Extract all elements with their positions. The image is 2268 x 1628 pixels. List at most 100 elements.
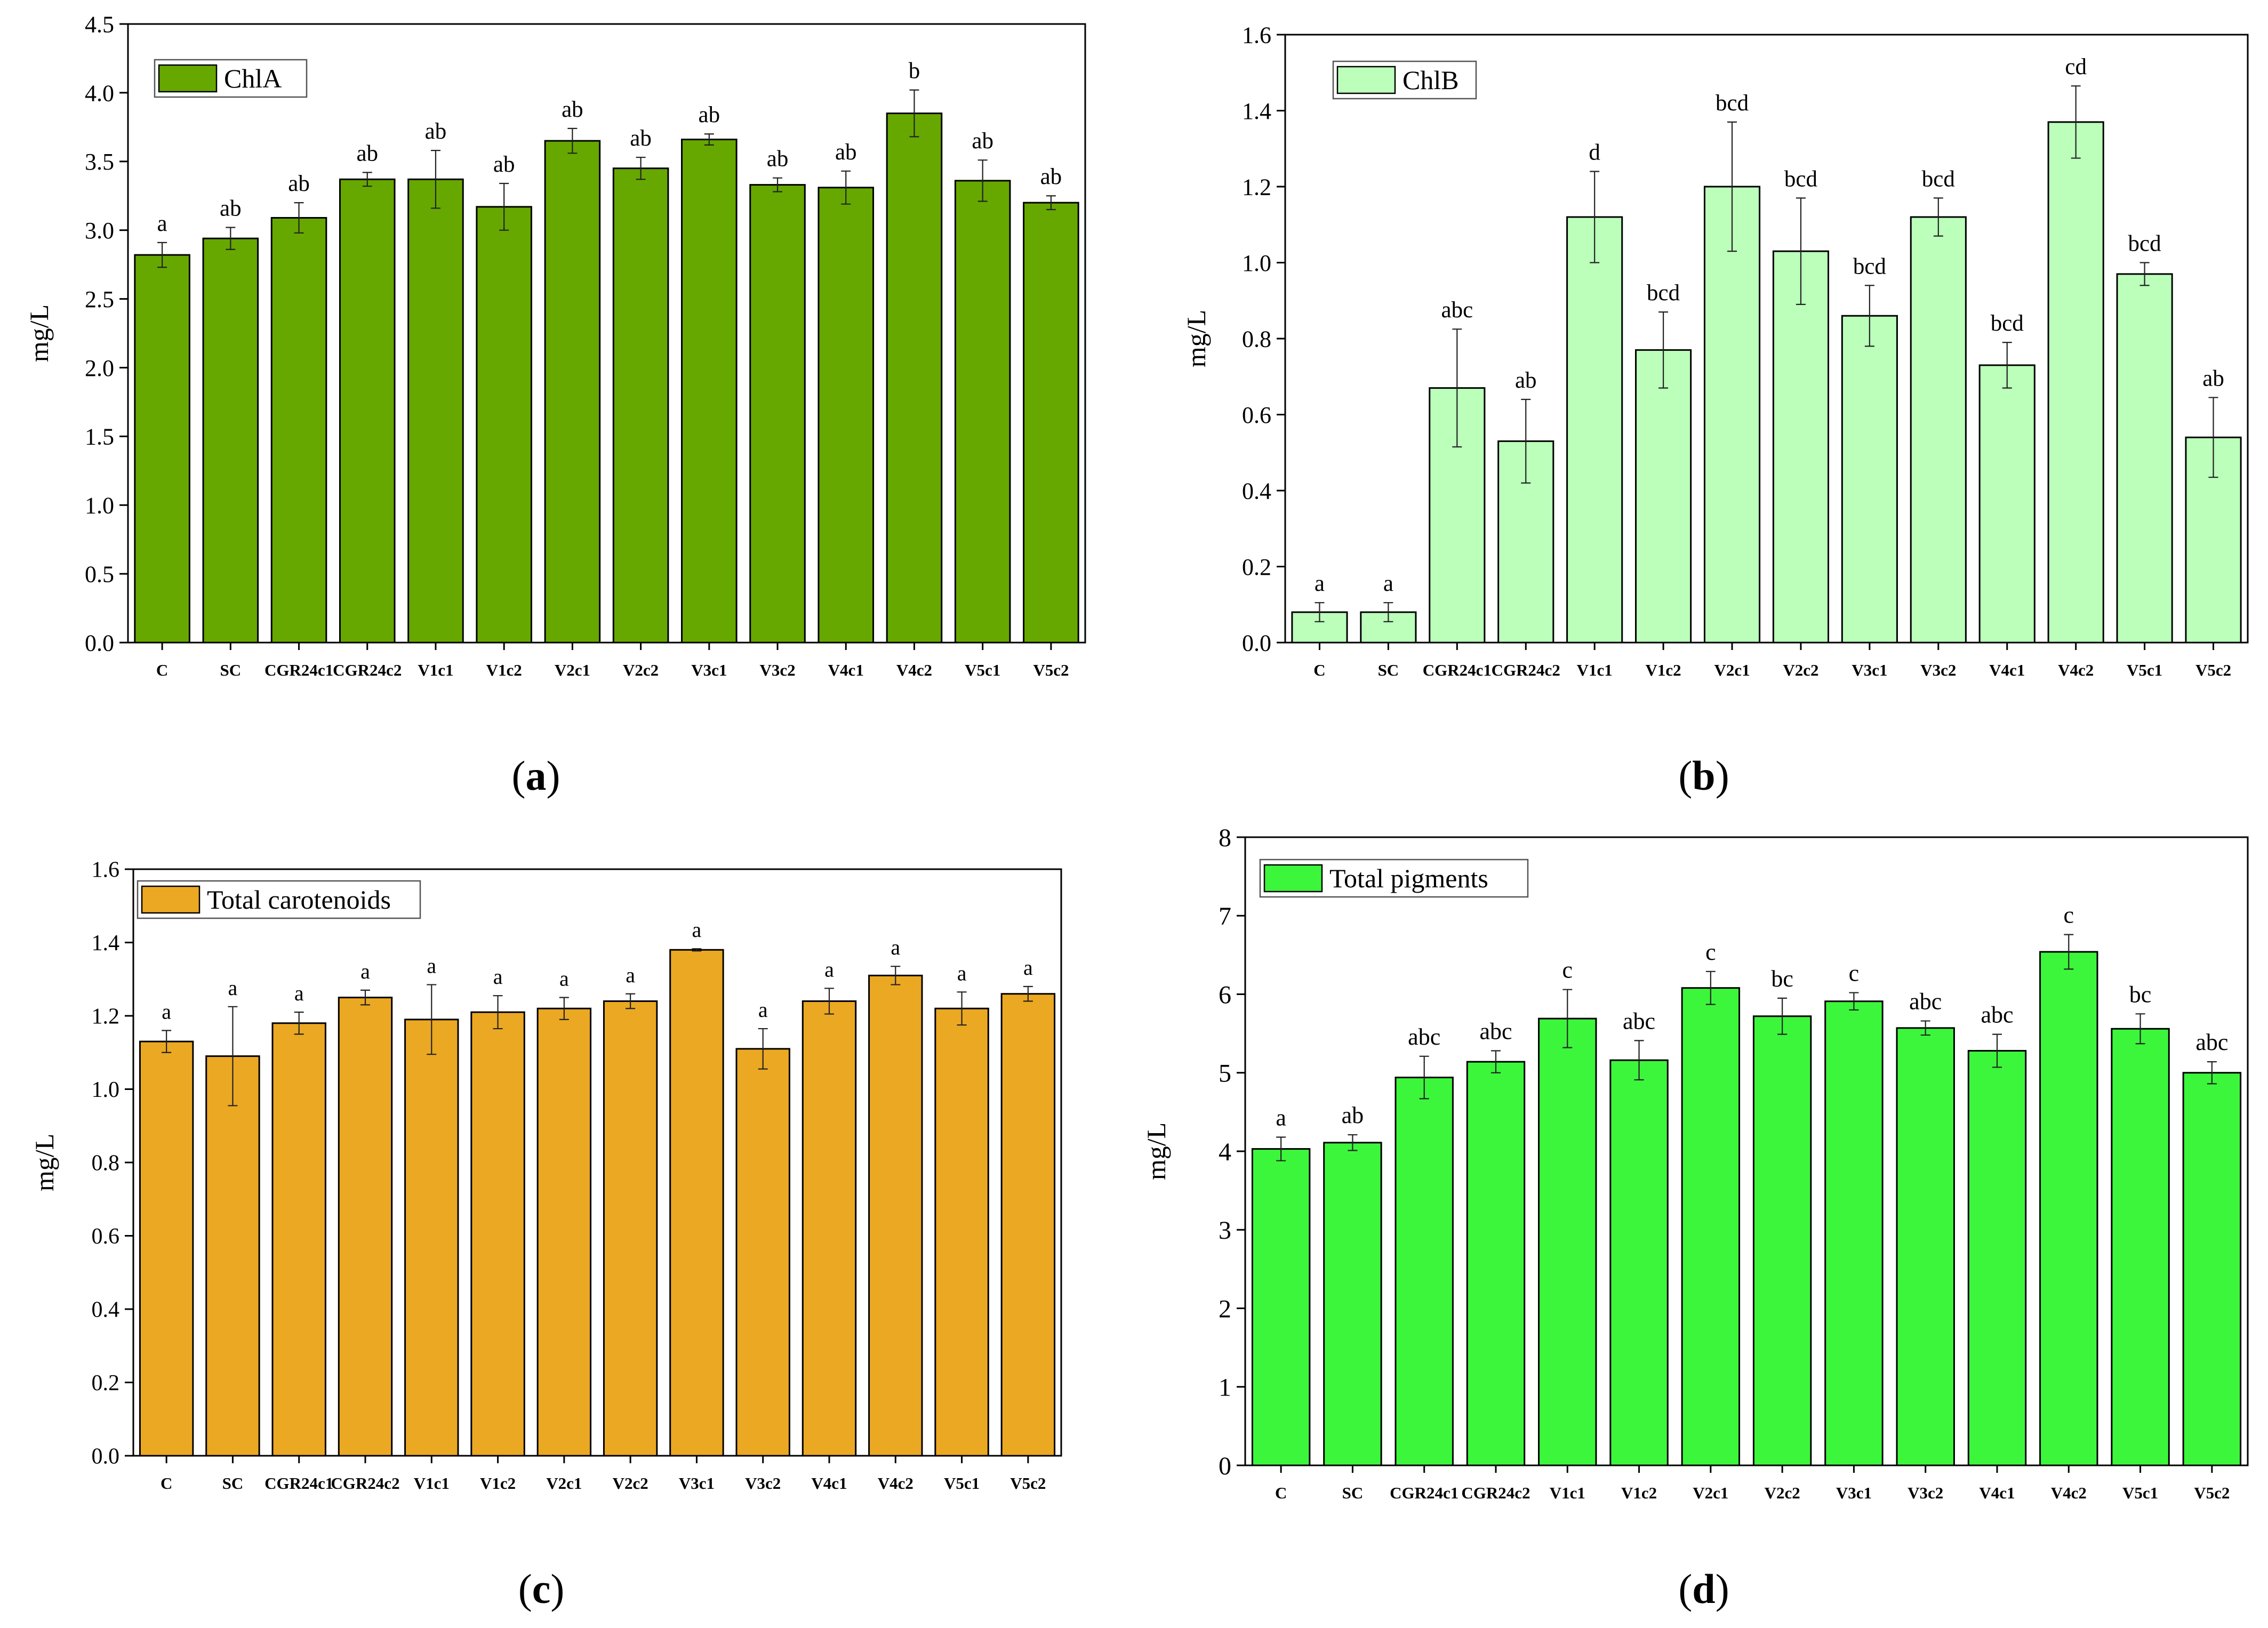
y-tick-label: 1.2 [1242, 174, 1271, 200]
chart-panel-b: 0.0 0.2 0.4 0.6 0.8 1.0 1.2 1.4 1.6 mg/L a Ca SC abc C… [1181, 22, 2249, 679]
y-tick-label: 1 [1219, 1374, 1231, 1402]
bar [886, 113, 943, 644]
y-tick-label: 0.6 [1242, 402, 1271, 428]
bar [1538, 1017, 1597, 1466]
category-label: CGR24c2 [1492, 661, 1560, 679]
significance-letter: a [1315, 571, 1325, 596]
category-label: V5c2 [1033, 661, 1069, 679]
bar [202, 237, 259, 644]
legend-label: ChlA [224, 63, 282, 93]
significance-letter: a [692, 918, 702, 942]
category-label: V4c1 [1979, 1483, 2015, 1502]
y-tick-label: 3.0 [85, 218, 114, 244]
category-label: V3c1 [679, 1474, 715, 1493]
caption-c: (c) [518, 1566, 565, 1612]
significance-letter: a [1276, 1104, 1286, 1130]
bar [271, 1022, 326, 1457]
y-tick-label: 0.2 [92, 1371, 120, 1396]
legend-swatch [1336, 66, 1396, 94]
y-tick-label: 0.4 [1242, 478, 1271, 504]
y-tick-label: 1.2 [92, 1005, 120, 1029]
y-tick-label: 4.0 [85, 80, 114, 106]
category-label: V2c2 [623, 661, 659, 679]
category-label: V5c1 [2122, 1483, 2158, 1502]
y-tick-label: 1.4 [92, 931, 120, 956]
y-tick-label: 1.6 [92, 858, 120, 883]
category-label: V3c2 [745, 1474, 781, 1493]
bar [1323, 1142, 1382, 1466]
significance-letter: abc [1981, 1002, 2013, 1028]
y-tick-label: 2.5 [85, 286, 114, 312]
significance-letter: bcd [1647, 280, 1680, 306]
significance-letter: a [360, 959, 370, 983]
significance-letter: ab [972, 129, 993, 154]
y-tick-label: 0.0 [1242, 630, 1271, 656]
bar [818, 187, 875, 644]
bar [1395, 1077, 1454, 1466]
y-tick-label: 8 [1219, 824, 1231, 852]
bar [802, 1000, 857, 1457]
bar [1251, 1148, 1311, 1466]
bar [1703, 186, 1761, 644]
significance-letter: abc [1909, 989, 1942, 1015]
y-tick-label: 1.4 [1242, 98, 1271, 124]
y-axis-label: mg/L [24, 304, 54, 362]
significance-letter: abc [2195, 1029, 2228, 1055]
y-tick-label: 0.5 [85, 562, 114, 588]
significance-letter: ab [1515, 368, 1537, 393]
y-tick-label: 0.8 [92, 1151, 120, 1176]
caption-a: (a) [511, 752, 560, 799]
significance-letter: bcd [1853, 254, 1886, 279]
y-tick-label: 4.5 [85, 11, 114, 37]
bar [1978, 364, 2035, 644]
significance-letter: c [1562, 957, 1573, 983]
category-label: V2c2 [613, 1474, 648, 1493]
legend-label: ChlB [1403, 65, 1459, 95]
category-label: V3c1 [691, 661, 727, 679]
category-label: CGR24c1 [265, 661, 333, 679]
significance-letter: c [1849, 960, 1860, 987]
y-axis-label: mg/L [29, 1134, 59, 1191]
significance-letter: bcd [1784, 166, 1817, 191]
significance-letter: a [1383, 571, 1393, 596]
bar [2116, 273, 2173, 644]
y-tick-label: 3 [1219, 1216, 1231, 1245]
legend-swatch [141, 885, 201, 914]
category-label: CGR24c2 [1461, 1483, 1530, 1502]
category-label: SC [1378, 661, 1399, 679]
category-label: C [156, 661, 168, 679]
bar [470, 1011, 525, 1457]
significance-letter: a [758, 998, 768, 1022]
bar [1896, 1027, 1955, 1466]
y-tick-label: 0.2 [1242, 554, 1271, 580]
y-tick-label: 0.0 [85, 630, 114, 656]
bar [954, 180, 1011, 644]
bar [536, 1007, 592, 1457]
category-label: V5c1 [944, 1474, 980, 1493]
category-label: V1c1 [414, 1474, 450, 1493]
significance-letter: ab [356, 141, 378, 166]
y-tick-label: 0.6 [92, 1224, 120, 1249]
significance-letter: a [294, 981, 304, 1005]
bar [407, 178, 464, 644]
significance-letter: abc [1623, 1008, 1655, 1034]
bar [1967, 1050, 2027, 1466]
significance-letter: a [162, 1000, 171, 1024]
bar [1466, 1061, 1526, 1466]
bar [1824, 1000, 1884, 1466]
bar [139, 1040, 194, 1457]
legend-swatch [1263, 864, 1323, 893]
category-label: V4c1 [1989, 661, 2025, 679]
significance-letter: ab [562, 97, 583, 122]
significance-letter: ab [425, 119, 447, 144]
category-label: CGR24c1 [1423, 661, 1492, 679]
significance-letter: ab [767, 147, 789, 172]
category-label: CGR24c1 [1390, 1483, 1458, 1502]
bar [338, 997, 393, 1457]
category-label: V2c1 [1714, 661, 1750, 679]
significance-letter: c [2064, 902, 2074, 928]
significance-letter: a [1023, 956, 1033, 980]
category-label: V2c2 [1783, 661, 1818, 679]
bar [612, 167, 669, 644]
category-label: V1c1 [418, 661, 453, 679]
